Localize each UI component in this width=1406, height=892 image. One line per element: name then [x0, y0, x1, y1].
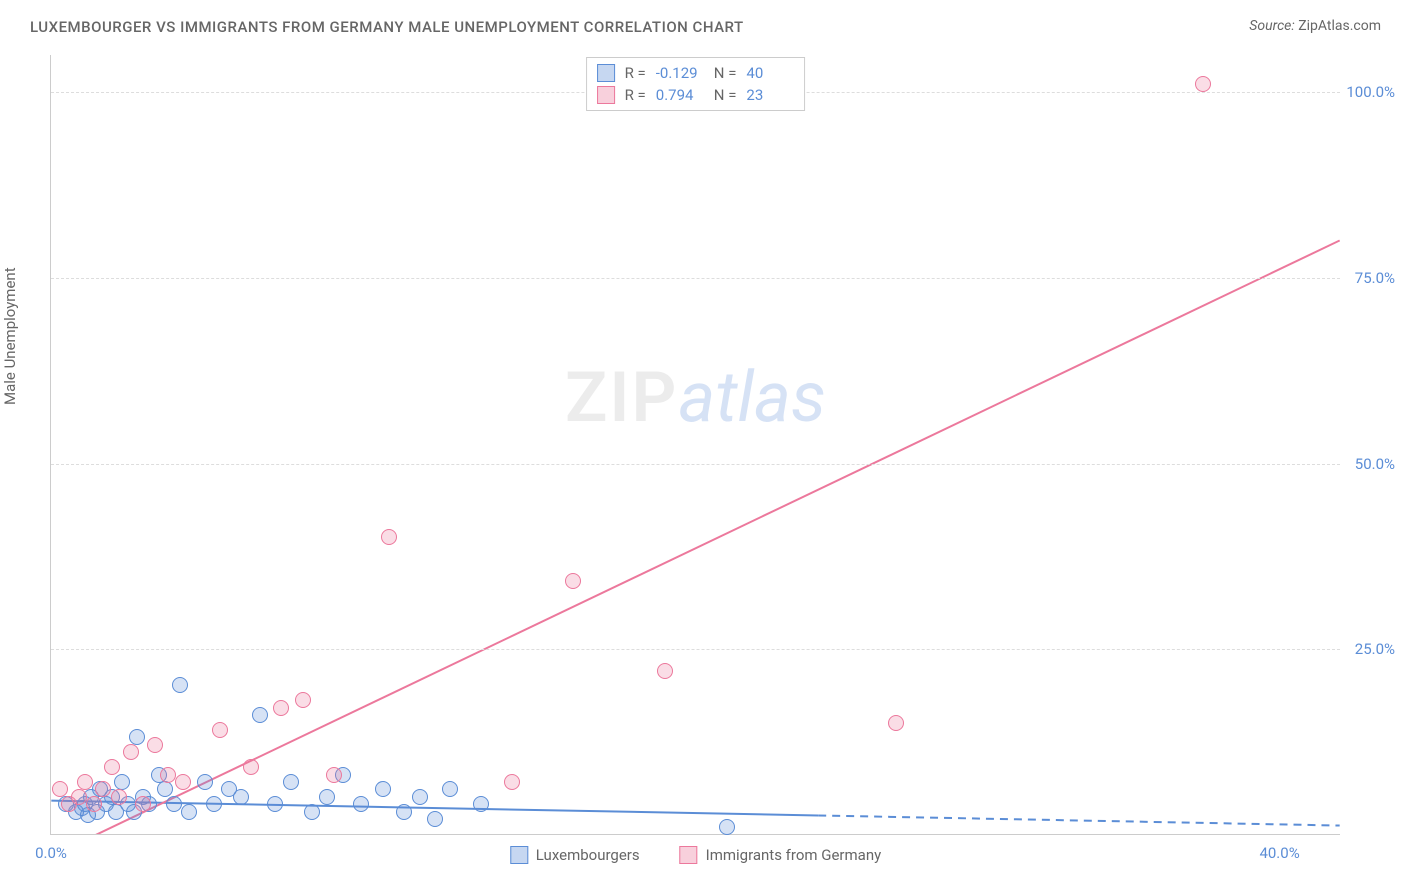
legend-label: Immigrants from Germany	[706, 846, 882, 864]
scatter-point	[295, 692, 311, 708]
scatter-point	[267, 796, 283, 812]
scatter-point	[157, 781, 173, 797]
square-swatch-icon	[680, 846, 698, 864]
scatter-point	[52, 781, 68, 797]
scatter-point	[86, 796, 102, 812]
scatter-point	[473, 796, 489, 812]
scatter-point	[442, 781, 458, 797]
correlation-legend: R = -0.129 N = 40 R = 0.794 N = 23	[586, 57, 806, 111]
legend-row-pink: R = 0.794 N = 23	[597, 84, 795, 106]
scatter-point	[1195, 76, 1211, 92]
scatter-point	[129, 729, 145, 745]
scatter-point	[95, 781, 111, 797]
scatter-point	[273, 700, 289, 716]
source-attribution: Source: ZipAtlas.com	[1249, 18, 1381, 34]
scatter-point	[172, 677, 188, 693]
scatter-point	[319, 789, 335, 805]
n-label: N =	[714, 86, 737, 104]
scatter-point	[888, 715, 904, 731]
scatter-point	[427, 811, 443, 827]
square-swatch-icon	[510, 846, 528, 864]
square-swatch-icon	[597, 86, 615, 104]
y-tick-label: 50.0%	[1355, 455, 1395, 473]
gridline	[51, 464, 1340, 465]
scatter-point	[504, 774, 520, 790]
series-legend: Luxembourgers Immigrants from Germany	[510, 846, 881, 864]
scatter-point	[326, 767, 342, 783]
r-label: R =	[625, 86, 646, 104]
scatter-point	[719, 819, 735, 835]
scatter-point	[283, 774, 299, 790]
scatter-point	[412, 789, 428, 805]
scatter-point	[381, 529, 397, 545]
watermark: ZIPatlas	[565, 357, 826, 439]
x-tick-label: 40.0%	[1259, 844, 1299, 862]
scatter-point	[166, 796, 182, 812]
scatter-point	[181, 804, 197, 820]
trend-lines-svg	[51, 55, 1340, 834]
legend-label: Luxembourgers	[536, 846, 640, 864]
scatter-point	[197, 774, 213, 790]
y-tick-label: 75.0%	[1355, 269, 1395, 287]
scatter-point	[304, 804, 320, 820]
scatter-point	[243, 759, 259, 775]
scatter-point	[657, 663, 673, 679]
scatter-point	[77, 774, 93, 790]
legend-item-immigrants: Immigrants from Germany	[680, 846, 882, 864]
n-value-pink: 23	[746, 86, 794, 104]
scatter-point	[565, 573, 581, 589]
scatter-point	[123, 744, 139, 760]
r-value-pink: 0.794	[656, 86, 704, 104]
scatter-point	[71, 789, 87, 805]
trend-line	[818, 815, 1339, 825]
scatter-point	[160, 767, 176, 783]
source-label: Source:	[1249, 18, 1294, 34]
y-axis-label: Male Unemployment	[1, 267, 19, 405]
y-tick-label: 100.0%	[1346, 83, 1395, 101]
watermark-part2: atlas	[678, 357, 826, 439]
scatter-point	[396, 804, 412, 820]
scatter-point	[252, 707, 268, 723]
r-value-blue: -0.129	[656, 64, 704, 82]
x-tick-label: 0.0%	[35, 844, 67, 862]
source-name: ZipAtlas.com	[1298, 18, 1381, 34]
scatter-point	[353, 796, 369, 812]
scatter-point	[104, 759, 120, 775]
scatter-point	[375, 781, 391, 797]
scatter-point	[233, 789, 249, 805]
plot-area: ZIPatlas R = -0.129 N = 40 R = 0.794 N =…	[50, 55, 1340, 835]
r-label: R =	[625, 64, 646, 82]
scatter-point	[212, 722, 228, 738]
n-value-blue: 40	[746, 64, 794, 82]
y-tick-label: 25.0%	[1355, 640, 1395, 658]
scatter-point	[206, 796, 222, 812]
gridline	[51, 649, 1340, 650]
scatter-point	[175, 774, 191, 790]
chart-title: LUXEMBOURGER VS IMMIGRANTS FROM GERMANY …	[30, 18, 744, 36]
scatter-point	[114, 774, 130, 790]
gridline	[51, 278, 1340, 279]
trend-line	[67, 240, 1340, 834]
scatter-point	[111, 789, 127, 805]
n-label: N =	[714, 64, 737, 82]
scatter-point	[147, 737, 163, 753]
legend-item-luxembourgers: Luxembourgers	[510, 846, 640, 864]
square-swatch-icon	[597, 64, 615, 82]
scatter-point	[135, 796, 151, 812]
legend-row-blue: R = -0.129 N = 40	[597, 62, 795, 84]
watermark-part1: ZIP	[565, 357, 678, 439]
